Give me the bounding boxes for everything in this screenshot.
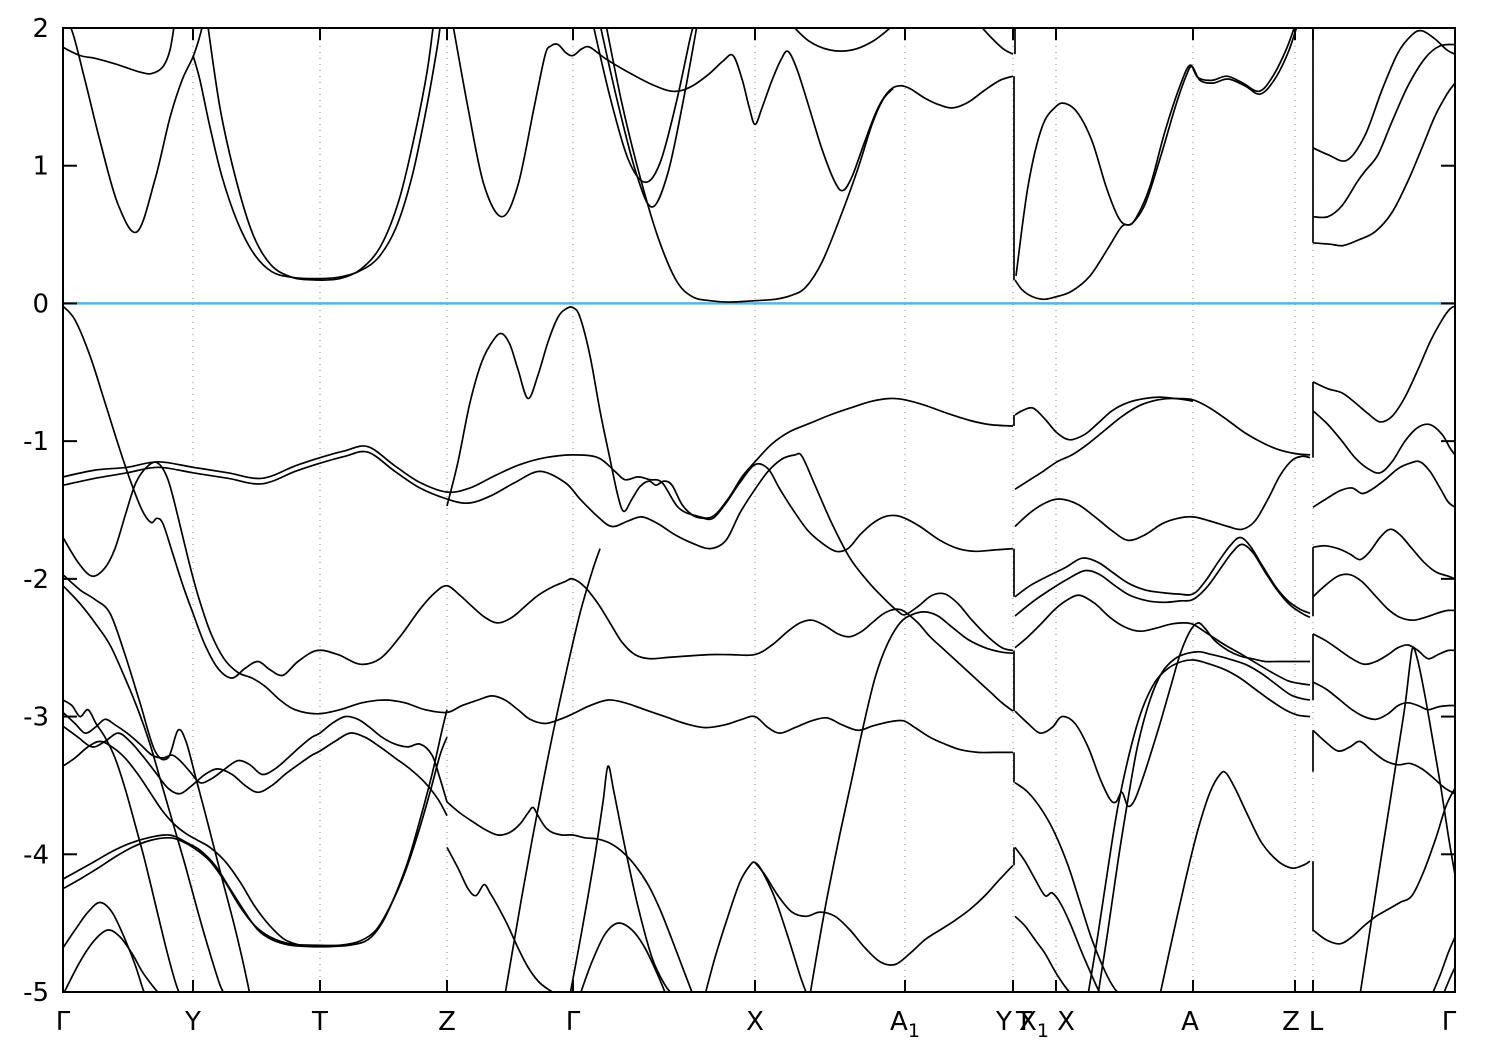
band-path-p4i [1359,646,1455,992]
bands-group [63,28,1455,992]
plot-border [62,27,1456,993]
band-path-p3n [1014,915,1071,992]
kpoint-label: X [746,1007,764,1037]
band-path-p3i [1014,622,1310,808]
band-path-p3a [1014,396,1311,456]
kpoint-label: Γ [566,1007,581,1037]
band-path-c04 [207,28,434,281]
band-path-vR [580,922,666,992]
band-path-p3f [1014,594,1311,686]
ytick-label: -4 [23,840,49,870]
band-path-vU [809,611,1014,992]
band-path-p4k2 [1443,966,1455,992]
band-path-vL [63,929,159,992]
band-path-p3c [1014,455,1311,542]
ytick-label: -2 [23,565,49,595]
band-path-p4g [1312,681,1455,721]
band-path-c07 [1015,28,1296,277]
band-path-vX [63,740,301,947]
ytick-label: 1 [32,152,49,182]
band-path-c15 [1312,29,1455,162]
kpoint-label: Y [184,1007,201,1037]
kpoint-label: T [1015,1007,1032,1037]
band-path-p3e [1014,543,1311,619]
kpoint-label: Γ [56,1007,71,1037]
kpoint-label: X [1057,1007,1075,1037]
ytick-label: -5 [23,978,49,1008]
ytick-label: -3 [23,703,49,733]
kpoint-label: X1 [1019,1007,1049,1042]
band-path-c05 [452,28,1014,218]
kpoint-label: L [1309,1007,1324,1037]
ytick-label: 0 [32,289,49,319]
band-path-p3j [1159,770,1311,992]
band-path-vH [63,725,448,817]
band-path-p3k [1014,782,1120,992]
band-path-p4b [1312,410,1455,474]
band-path-p4f [1312,633,1455,666]
band-path-vM [446,801,693,992]
band-path-v1 [63,305,1014,712]
band-path-vP [446,306,1014,553]
band-path-p4c [1312,460,1455,508]
band-path-vD [63,574,251,992]
band-path-p4j [1312,787,1455,945]
kpoint-label: A [1181,1007,1199,1037]
kpoint-label: Z [1282,1007,1300,1037]
band-path-vC [63,461,1013,754]
kpoint-label: A1 [890,1007,920,1042]
band-path-c03 [192,28,441,280]
band-path-c12 [981,28,1014,55]
kpoint-label: Z [438,1007,456,1037]
kpoint-label: T [311,1007,328,1037]
band-path-vA [63,397,1014,519]
band-path-vF [63,699,180,992]
band-path-p4d [1312,528,1455,580]
band-path-p4h [1312,729,1455,795]
band-path-c10 [605,28,894,303]
band-path-p3h [1087,659,1311,992]
band-path-c09 [599,28,698,208]
band-path-c14 [1312,43,1455,219]
band-path-c13 [1312,82,1455,247]
ytick-label: 2 [32,14,49,44]
band-path-vK [63,901,146,992]
band-path-vE [63,585,225,992]
band-path-vJ [63,736,448,947]
band-path-c08 [593,28,694,184]
band-path-vG [63,711,448,803]
band-path-p4e [1312,573,1455,622]
band-path-p3b [1014,397,1194,491]
kpoint-label: Y [995,1007,1012,1037]
band-path-p3g [1097,650,1311,992]
band-path-c11 [793,28,892,52]
band-path-p4k1 [1432,936,1455,992]
band-path-vQ [504,548,601,992]
band-path-p3m [1014,846,1101,992]
band-path-c06 [1014,28,1298,301]
band-path-vB [63,450,1014,652]
band-path-p4a [1312,305,1455,423]
band-path-vY [754,861,1014,966]
band-path-p3d [1014,536,1311,615]
kpoint-label: Γ [1442,1007,1457,1037]
band-path-vN [569,765,672,992]
band-path-c02 [63,28,175,75]
band-path-vS [446,847,555,992]
ytick-label: -1 [23,427,49,457]
